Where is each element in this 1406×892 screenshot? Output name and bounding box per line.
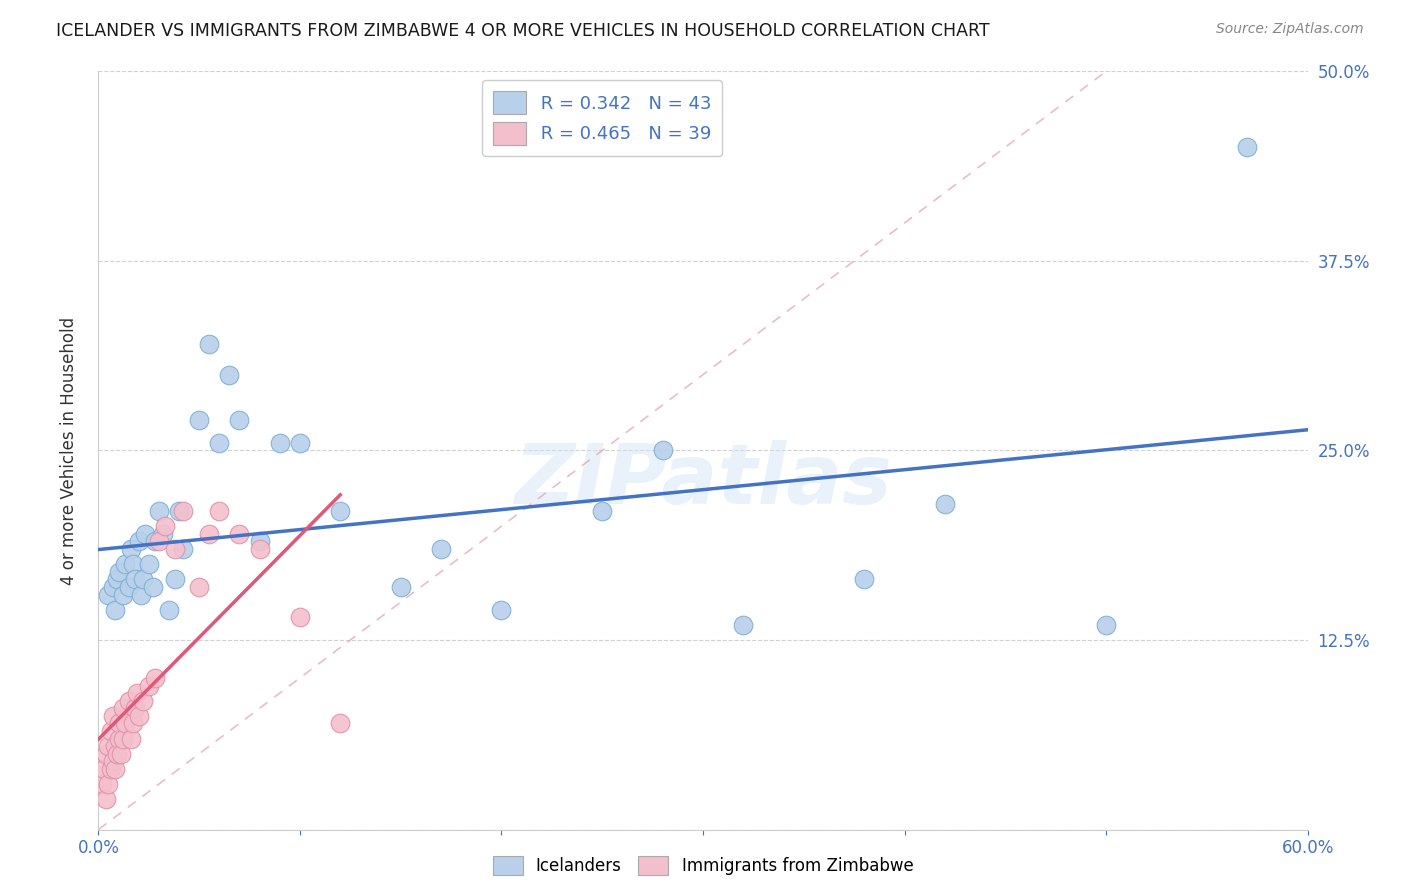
Point [163, 573, 186, 587]
Point [111, 731, 134, 746]
Point [118, 694, 141, 708]
Point [120, 542, 142, 557]
Point [143, 534, 166, 549]
Point [128, 708, 150, 723]
Text: Source: ZipAtlas.com: Source: ZipAtlas.com [1216, 22, 1364, 37]
Legend:  R = 0.342   N = 43,  R = 0.465   N = 39: R = 0.342 N = 43, R = 0.465 N = 39 [482, 80, 723, 156]
Point [172, 504, 194, 518]
Point [100, 762, 122, 776]
Point [142, 580, 165, 594]
Point [96, 792, 118, 806]
Point [228, 526, 250, 541]
Text: ICELANDER VS IMMIGRANTS FROM ZIMBABWE 4 OR MORE VEHICLES IN HOUSEHOLD CORRELATIO: ICELANDER VS IMMIGRANTS FROM ZIMBABWE 4 … [56, 22, 990, 40]
Point [148, 504, 170, 518]
Point [430, 542, 453, 557]
Point [172, 542, 194, 557]
Point [118, 580, 141, 594]
Point [107, 565, 129, 579]
Point [114, 716, 136, 731]
Point [103, 762, 125, 776]
Point [218, 368, 240, 382]
Point [389, 580, 412, 594]
Point [103, 739, 125, 753]
Point [121, 716, 143, 731]
Point [132, 694, 155, 708]
Point [188, 580, 211, 594]
Point [198, 337, 221, 351]
Point [208, 436, 231, 450]
Point [111, 701, 134, 715]
Point [148, 534, 170, 549]
Point [198, 526, 221, 541]
Point [163, 542, 186, 557]
Point [100, 724, 122, 739]
Point [1095, 617, 1118, 632]
Point [733, 617, 755, 632]
Point [121, 557, 143, 572]
Point [491, 603, 513, 617]
Point [128, 534, 150, 549]
Point [651, 443, 673, 458]
Point [249, 542, 271, 557]
Point [288, 610, 311, 624]
Point [853, 573, 876, 587]
Point [138, 557, 160, 572]
Point [125, 686, 148, 700]
Point [120, 731, 142, 746]
Point [124, 701, 146, 715]
Point [96, 747, 118, 761]
Point [208, 504, 231, 518]
Point [105, 747, 128, 761]
Point [132, 573, 155, 587]
Point [134, 526, 156, 541]
Point [329, 716, 352, 731]
Y-axis label: 4 or more Vehicles in Household: 4 or more Vehicles in Household [59, 317, 77, 584]
Point [188, 413, 211, 427]
Point [138, 678, 160, 692]
Point [101, 755, 124, 769]
Point [288, 436, 311, 450]
Point [91, 777, 114, 791]
Point [249, 534, 271, 549]
Point [107, 731, 129, 746]
Point [153, 519, 176, 533]
Point [152, 526, 174, 541]
Point [101, 708, 124, 723]
Point [111, 588, 134, 602]
Point [93, 762, 115, 776]
Point [329, 504, 352, 518]
Legend: Icelanders, Immigrants from Zimbabwe: Icelanders, Immigrants from Zimbabwe [484, 847, 922, 884]
Point [167, 504, 190, 518]
Point [97, 739, 120, 753]
Point [1236, 140, 1258, 154]
Point [110, 747, 132, 761]
Point [107, 716, 129, 731]
Text: ZIPatlas: ZIPatlas [515, 441, 891, 521]
Point [129, 588, 152, 602]
Point [591, 504, 613, 518]
Point [124, 573, 146, 587]
Point [97, 777, 120, 791]
Point [269, 436, 291, 450]
Point [105, 573, 128, 587]
Point [114, 557, 136, 572]
Point [97, 588, 120, 602]
Point [934, 496, 956, 510]
Point [143, 671, 166, 685]
Point [157, 603, 180, 617]
Point [228, 413, 250, 427]
Point [103, 603, 125, 617]
Point [101, 580, 124, 594]
